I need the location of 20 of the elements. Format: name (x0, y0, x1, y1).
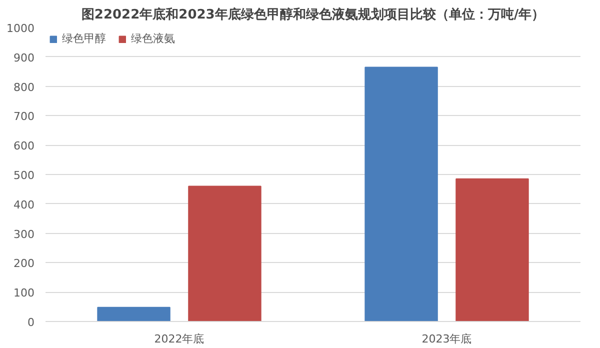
y-tick-label: 800 (14, 80, 35, 94)
y-tick-label: 0 (28, 316, 34, 329)
x-tick-label: 2023年底 (422, 332, 472, 346)
bar (456, 178, 529, 322)
y-tick-label: 900 (14, 51, 35, 64)
y-tick-label: 600 (14, 140, 35, 153)
y-tick-label: 700 (14, 110, 35, 124)
legend-label: 绿色液氨 (131, 31, 175, 46)
bar (97, 306, 170, 322)
legend-label: 绿色甲醇 (62, 31, 106, 46)
chart-title: 图22022年底和2023年底绿色甲醇和绿色液氨规划项目比较（单位：万吨/年） (81, 6, 545, 22)
bar (364, 66, 438, 322)
x-tick-label: 2022年底 (154, 332, 204, 346)
y-tick-label: 300 (14, 228, 35, 241)
bar (188, 186, 262, 322)
y-tick-label: 200 (14, 257, 35, 270)
y-tick-label: 100 (14, 286, 35, 300)
y-tick-label: 500 (14, 169, 35, 182)
y-tick-label: 400 (14, 198, 35, 212)
y-tick-label: 1000 (6, 22, 35, 35)
